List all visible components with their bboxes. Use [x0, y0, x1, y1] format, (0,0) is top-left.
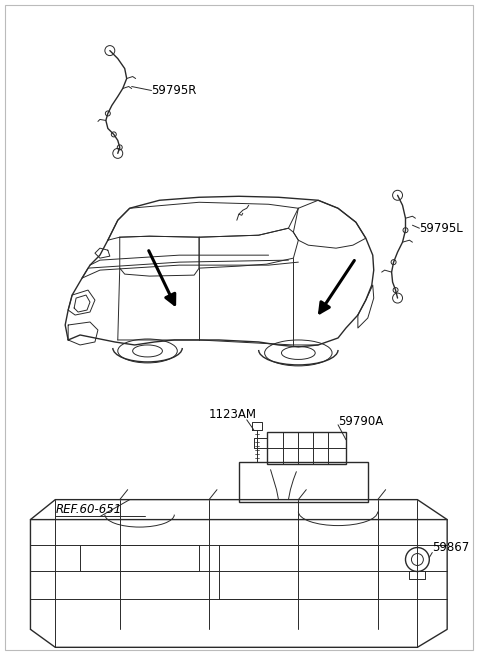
Text: 1123AM: 1123AM — [209, 408, 257, 421]
Text: 59795R: 59795R — [152, 84, 197, 97]
Text: 59867: 59867 — [432, 541, 469, 554]
Text: 59795L: 59795L — [420, 221, 463, 234]
Bar — [266, 432, 346, 464]
Text: REF.60-651: REF.60-651 — [55, 503, 121, 516]
Bar — [239, 462, 368, 502]
Text: 59790A: 59790A — [338, 415, 383, 428]
